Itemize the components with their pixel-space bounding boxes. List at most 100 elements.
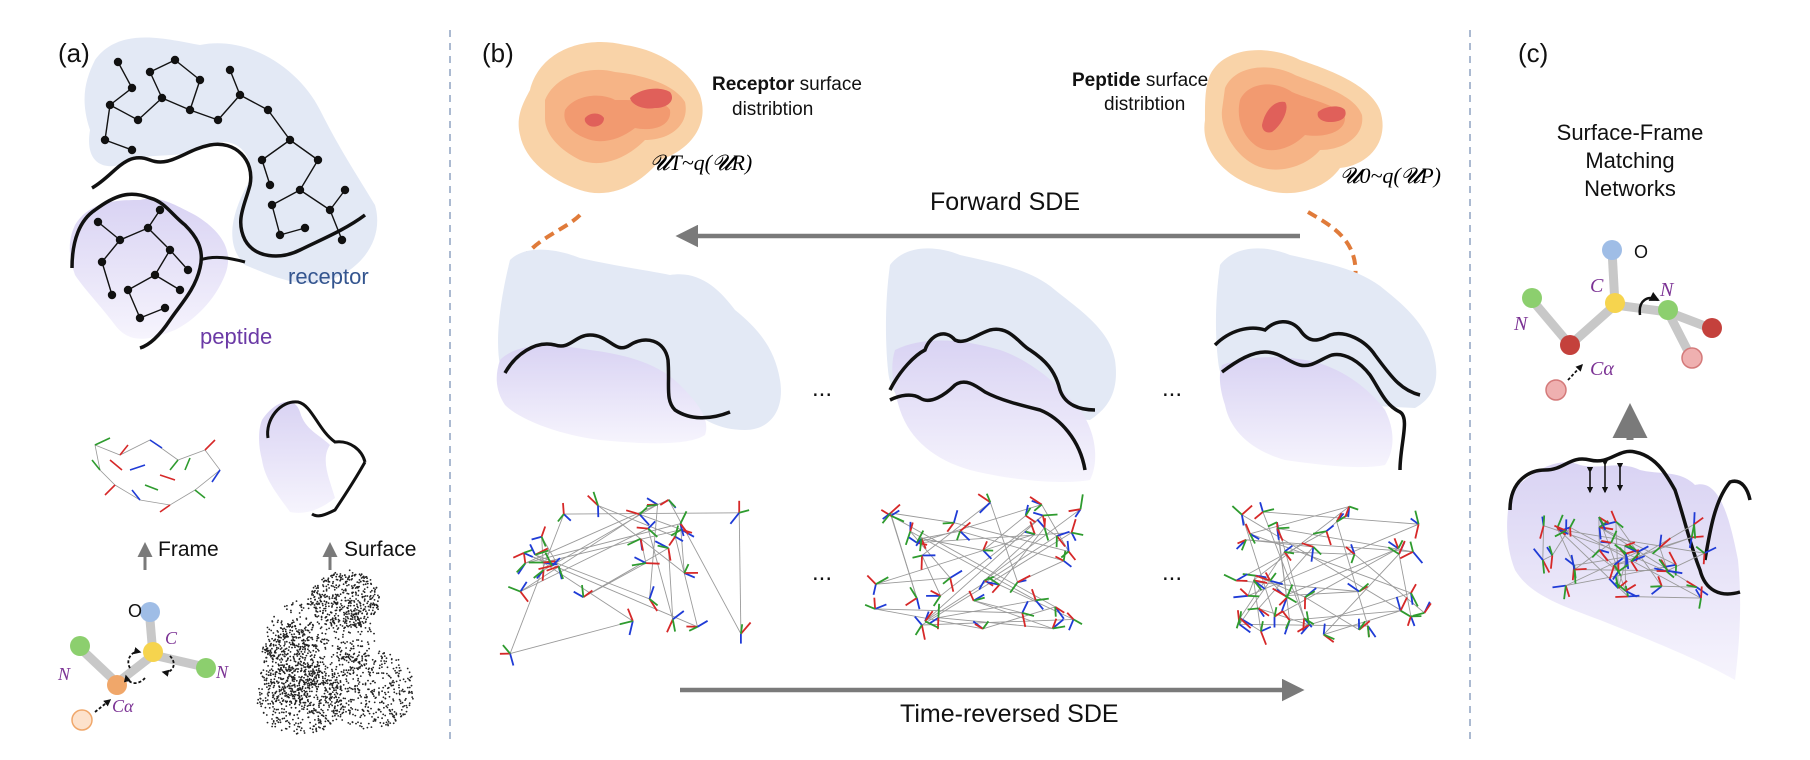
surface-point	[354, 684, 357, 687]
surface-point	[348, 575, 351, 578]
surface-point	[365, 702, 368, 705]
surface-point	[375, 603, 377, 606]
surface-point	[265, 682, 268, 685]
surface-point	[358, 662, 361, 665]
frame-backbone	[541, 536, 545, 571]
frame-axis	[1277, 526, 1290, 530]
atom-label-n-right: N	[215, 662, 229, 682]
surface-point	[406, 706, 408, 709]
frame-axis	[1070, 518, 1077, 533]
surface-point	[324, 674, 327, 677]
frame-backbone	[583, 547, 669, 598]
surface-point	[405, 697, 407, 700]
surface-point	[298, 693, 300, 695]
surface-point	[316, 616, 318, 618]
surface-point	[306, 637, 308, 640]
surface-point	[377, 672, 380, 675]
frame-backbone	[921, 538, 984, 551]
surface-point	[345, 647, 347, 649]
surface-point	[335, 701, 338, 703]
surface-point	[398, 667, 401, 669]
surface-point	[299, 655, 302, 658]
surface-point	[299, 623, 301, 626]
oxygen-atom	[140, 602, 160, 622]
frame-backbone	[1247, 575, 1257, 596]
frame-axis	[1079, 494, 1084, 510]
frame-axis	[688, 625, 698, 632]
surface-point	[299, 701, 302, 704]
panel-c-title-line1: Surface-Frame	[1557, 120, 1704, 145]
surface-point	[290, 609, 292, 612]
frame-axis	[1240, 539, 1247, 551]
surface-point	[327, 639, 330, 642]
surface-point	[404, 680, 407, 683]
surface-point	[307, 644, 310, 647]
c-oxygen-atom	[1602, 240, 1622, 260]
surface-point	[289, 643, 292, 646]
surface-point	[390, 662, 393, 664]
surface-point	[319, 719, 321, 721]
frame-backbone	[509, 620, 633, 655]
surface-point	[342, 620, 345, 622]
surface-point	[301, 718, 304, 721]
surface-point	[395, 692, 398, 695]
receptor-distribution-blob	[518, 42, 703, 194]
surface-point	[400, 709, 403, 711]
frame-backbone	[1044, 527, 1058, 537]
surface-point	[274, 675, 277, 678]
surface-point	[398, 690, 401, 692]
surface-point	[293, 653, 296, 656]
ellipsis-frame-2: ...	[1162, 559, 1182, 586]
surface-point	[404, 699, 406, 701]
frame-axis	[1630, 560, 1639, 572]
surface-point	[293, 724, 296, 726]
surface-point	[300, 629, 303, 631]
surface-point	[349, 723, 351, 725]
surface-point	[317, 669, 320, 671]
frame-backbone	[1598, 516, 1627, 592]
surface-point	[319, 599, 322, 602]
frame-axis	[628, 620, 634, 636]
surface-point	[299, 721, 302, 724]
surface-point	[358, 609, 360, 612]
surface-point	[370, 726, 373, 728]
surface-point	[288, 725, 291, 728]
surface-point	[334, 695, 337, 698]
surface-point	[294, 646, 296, 649]
surface-point	[393, 714, 395, 717]
surface-point	[306, 708, 309, 711]
surface-point	[330, 602, 333, 605]
surface-point	[286, 719, 289, 722]
surface-point	[313, 709, 316, 712]
surface-point	[267, 635, 269, 638]
surface-point	[284, 630, 287, 633]
surface-point	[354, 691, 357, 693]
surface-point	[295, 636, 297, 638]
frame-axis	[1686, 584, 1697, 589]
surface-point	[354, 607, 357, 610]
surface-point	[344, 581, 347, 584]
surface-point	[326, 696, 328, 699]
frame-axis	[873, 597, 876, 609]
surface-point	[337, 682, 340, 685]
frame-axis	[1035, 597, 1049, 602]
surface-point	[366, 616, 369, 619]
frame-axis	[1042, 515, 1046, 525]
frame-axis	[647, 527, 658, 538]
surface-point	[370, 583, 373, 586]
surface-point	[310, 710, 313, 712]
surface-point	[337, 672, 339, 675]
surface-point	[324, 603, 327, 606]
surface-point	[394, 719, 397, 722]
surface-point	[391, 713, 394, 716]
surface-point	[410, 675, 413, 678]
surface-point	[277, 708, 279, 711]
frame-axis	[953, 509, 959, 523]
frame-backbone	[921, 618, 1074, 626]
surface-point	[364, 627, 367, 629]
surface-point	[284, 641, 286, 643]
frame-axis	[1031, 588, 1037, 601]
surface-point	[292, 718, 294, 721]
surface-point	[319, 610, 322, 613]
surface-point	[385, 721, 388, 724]
